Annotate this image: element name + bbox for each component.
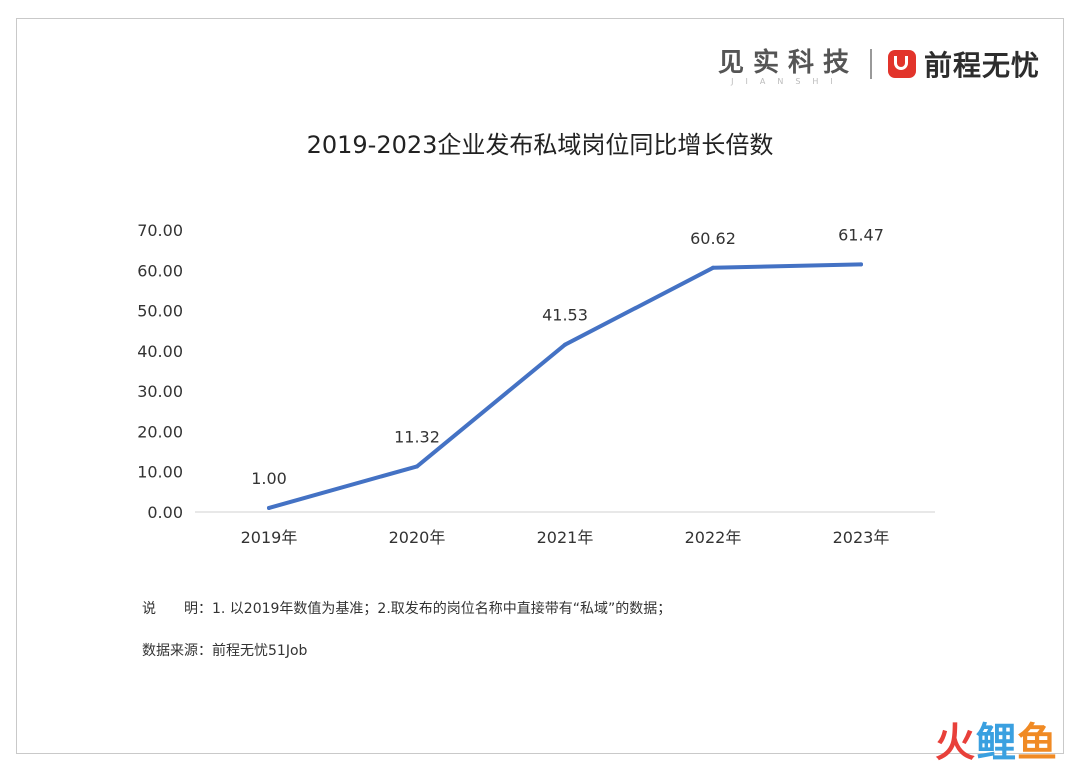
note-explanation-label: 说 明： — [142, 601, 212, 617]
data-label: 11.32 — [394, 427, 440, 446]
brand-header: 见实科技 JIANSHI 前程无忧 — [718, 42, 1040, 86]
data-point — [415, 464, 419, 469]
chart-frame — [16, 18, 1064, 754]
y-tick-label: 20.00 — [137, 422, 183, 441]
y-tick-label: 40.00 — [137, 342, 183, 361]
jianshi-logo-text: 见实科技 — [717, 48, 858, 78]
y-tick-label: 0.00 — [147, 503, 183, 522]
watermark-logo: 火鲤鱼 — [935, 710, 1058, 768]
jianshi-logo-subtext: JIANSHI — [731, 77, 845, 86]
data-point — [859, 262, 863, 267]
note-explanation: 说 明：1. 以2019年数值为基准；2.取发布的岗位名称中直接带有“私域”的数… — [142, 598, 671, 618]
y-tick-label: 10.00 — [137, 463, 183, 482]
x-tick-label: 2020年 — [389, 528, 446, 547]
note-source: 数据来源：前程无忧51Job — [142, 640, 307, 660]
data-point — [267, 505, 271, 510]
qcwy-logo-icon — [887, 50, 916, 78]
data-label: 41.53 — [542, 306, 588, 325]
series-line — [267, 262, 863, 510]
data-label: 1.00 — [251, 469, 287, 488]
data-point — [563, 342, 567, 347]
note-explanation-text: 1. 以2019年数值为基准；2.取发布的岗位名称中直接带有“私域”的数据； — [212, 601, 672, 617]
data-label: 60.62 — [690, 229, 736, 248]
jianshi-logo: 见实科技 JIANSHI — [718, 42, 858, 86]
x-tick-label: 2023年 — [833, 528, 890, 547]
x-tick-label: 2022年 — [685, 528, 742, 547]
brand-divider — [869, 49, 872, 79]
x-tick-label: 2019年 — [241, 528, 298, 547]
data-label: 61.47 — [838, 225, 884, 244]
x-tick-label: 2021年 — [537, 528, 594, 547]
note-source-label: 数据来源： — [142, 643, 212, 659]
y-tick-label: 70.00 — [137, 221, 183, 240]
data-point — [711, 265, 715, 270]
y-tick-label: 50.00 — [137, 302, 183, 321]
qcwy-logo-text: 前程无忧 — [923, 49, 1040, 82]
watermark-char-1: 火 — [935, 720, 976, 766]
note-source-text: 前程无忧51Job — [212, 643, 308, 659]
watermark-char-3: 鱼 — [1017, 720, 1058, 766]
y-tick-label: 30.00 — [137, 382, 183, 401]
y-tick-label: 60.00 — [137, 261, 183, 280]
chart-title: 2019-2023企业发布私域岗位同比增长倍数 — [306, 131, 774, 159]
watermark-char-2: 鲤 — [976, 720, 1017, 766]
